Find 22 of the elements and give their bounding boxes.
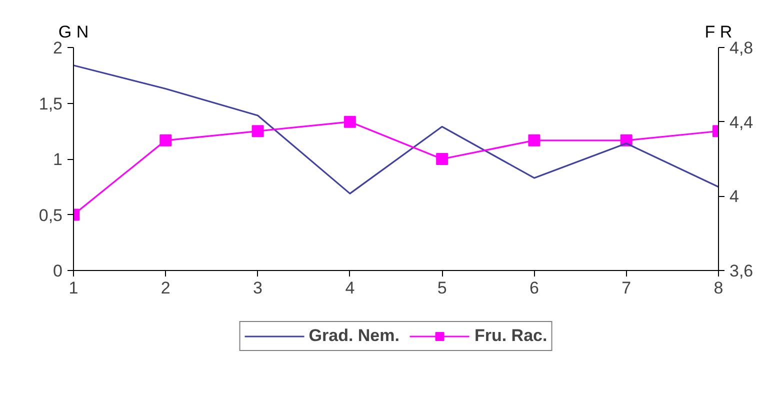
y-tick-label: 1 <box>53 150 63 169</box>
x-tick-label: 4 <box>345 278 355 298</box>
x-tick-label: 1 <box>68 278 78 298</box>
legend-label: Fru. Rac. <box>474 326 548 346</box>
y2-axis-title: F R <box>704 22 732 42</box>
y-tick-label: 0 <box>53 262 63 280</box>
y2-tick-label: 4 <box>730 187 739 206</box>
y-tick-label: 1,5 <box>38 94 63 114</box>
y2-tick-label: 3,6 <box>730 262 754 280</box>
x-tick-label: 3 <box>253 278 263 298</box>
y-axis-title: G N <box>58 22 89 42</box>
x-tick-label: 7 <box>622 278 632 298</box>
y-tick-label: 0,5 <box>38 206 63 225</box>
x-tick-label: 6 <box>529 278 539 298</box>
legend-label: Grad. Nem. <box>308 326 400 346</box>
x-tick-label: 5 <box>437 278 447 298</box>
x-tick-label: 2 <box>160 278 170 298</box>
line-series <box>74 64 718 194</box>
y2-tick-label: 4,4 <box>730 112 754 132</box>
y2-tick-label: 4,8 <box>730 38 754 58</box>
y-tick-label: 2 <box>53 38 63 58</box>
x-tick-label: 8 <box>714 278 724 298</box>
